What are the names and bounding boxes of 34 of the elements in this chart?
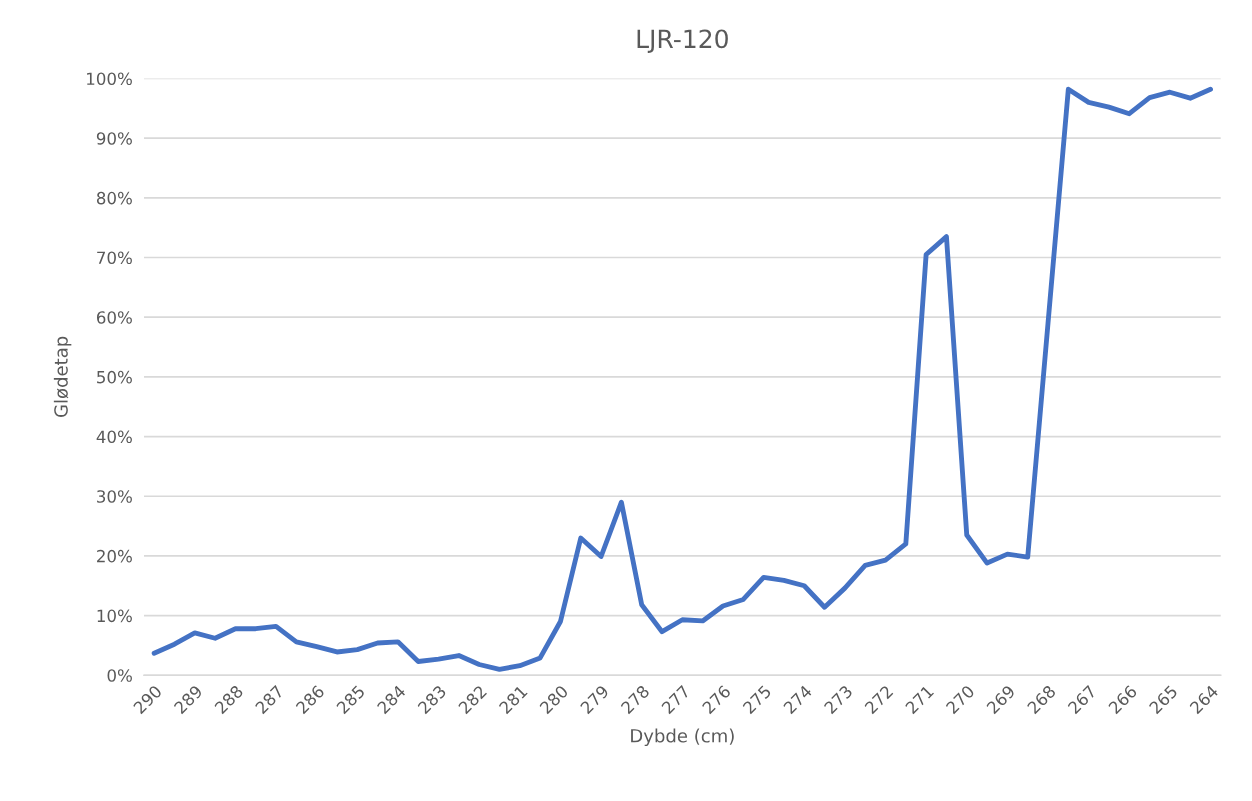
x-tick-label: 279 (579, 684, 610, 715)
x-tick-label: 271 (904, 684, 934, 715)
y-tick-label: 60% (96, 311, 132, 324)
x-tick-label: 270 (945, 684, 976, 715)
x-tick-label: 264 (1189, 684, 1219, 715)
x-tick-label: 290 (132, 684, 163, 715)
x-tick-label: 281 (498, 684, 528, 715)
y-tick-label: 0% (107, 669, 132, 682)
x-tick-label: 274 (782, 684, 813, 715)
x-tick-label: 288 (213, 684, 244, 715)
x-tick-label: 285 (335, 684, 366, 715)
y-tick-label: 30% (97, 490, 132, 503)
y-tick-label: 90% (96, 132, 132, 145)
y-tick-label: 100% (87, 72, 132, 86)
y-tick-label: 50% (97, 370, 132, 384)
x-axis-title: Dybde (cm) (631, 728, 734, 747)
y-tick-label: 40% (96, 430, 132, 444)
x-tick-label: 282 (457, 684, 488, 715)
x-tick-label: 289 (173, 684, 204, 715)
chart-title: LJR-120 (637, 29, 728, 53)
y-tick-label: 80% (96, 191, 132, 205)
x-tick-label: 283 (417, 684, 447, 715)
x-tick-label: 284 (376, 684, 407, 715)
x-tick-label: 278 (620, 684, 651, 715)
x-tick-label: 272 (864, 684, 894, 715)
x-tick-label: 268 (1026, 684, 1057, 715)
x-tick-label: 273 (823, 684, 854, 715)
y-axis-title: Glødetap (53, 336, 72, 417)
x-tick-label: 269 (985, 684, 1016, 715)
y-tick-label: 70% (97, 251, 132, 265)
y-tick-label: 10% (97, 609, 132, 623)
line-series (151, 86, 1213, 672)
y-tick-label: 20% (97, 549, 132, 563)
x-tick-label: 280 (539, 684, 569, 715)
